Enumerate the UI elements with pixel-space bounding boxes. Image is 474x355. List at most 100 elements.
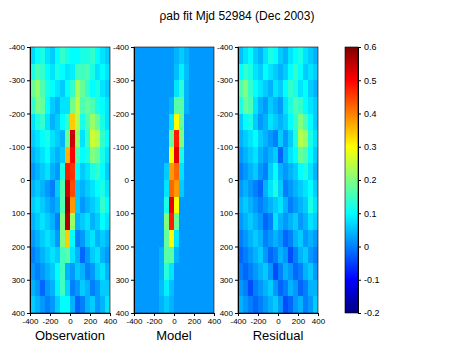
heatmap-cell	[288, 230, 293, 247]
heatmap-cell	[258, 47, 263, 64]
heatmap-cell	[293, 47, 298, 64]
heatmap-cell	[199, 97, 204, 114]
heatmap-cell	[298, 230, 303, 247]
heatmap-cell	[164, 80, 169, 97]
heatmap-cell	[105, 64, 110, 81]
heatmap-cell	[268, 247, 273, 264]
heatmap-cell	[80, 230, 85, 247]
tick-mark	[131, 213, 134, 214]
heatmap-cell	[248, 114, 253, 131]
heatmap-cell	[105, 263, 110, 280]
heatmap-cell	[288, 47, 293, 64]
heatmap-cell	[263, 47, 268, 64]
heatmap-cell	[75, 280, 80, 297]
heatmap-cell	[184, 163, 189, 180]
tick-label: 0.1	[364, 209, 377, 219]
heatmap-cell	[45, 64, 50, 81]
heatmap-cell	[288, 247, 293, 264]
heatmap-cell	[100, 147, 105, 164]
heatmap-cell	[75, 80, 80, 97]
tick: 0.2	[358, 175, 377, 185]
heatmap-cell	[105, 296, 110, 313]
heatmap-cell	[243, 213, 248, 230]
heatmap-cell	[278, 97, 283, 114]
heatmap-cell	[184, 296, 189, 313]
heatmap-cell	[253, 80, 258, 97]
heatmap-cell	[209, 80, 214, 97]
heatmap-cell	[50, 47, 55, 64]
heatmap-cell	[144, 47, 149, 64]
heatmap-cell	[50, 114, 55, 131]
heatmap-cell	[278, 180, 283, 197]
heatmap-cell	[154, 247, 159, 264]
heatmap-cell	[174, 163, 179, 180]
tick: 0	[229, 176, 238, 185]
heatmap-cell	[194, 64, 199, 81]
heatmap-cell	[313, 97, 318, 114]
tick-mark	[235, 147, 238, 148]
heatmap-cell	[70, 114, 75, 131]
tick-mark	[235, 213, 238, 214]
heatmap-cell	[40, 230, 45, 247]
heatmap-cell	[283, 47, 288, 64]
heatmap-cell	[293, 213, 298, 230]
heatmap-cell	[154, 180, 159, 197]
heatmap-cell	[199, 263, 204, 280]
heatmap-cell	[174, 47, 179, 64]
tick-mark	[27, 47, 30, 48]
tick-mark	[214, 313, 215, 316]
heatmap-cell	[278, 80, 283, 97]
heatmap-cell	[199, 280, 204, 297]
heatmap-cell	[293, 114, 298, 131]
heatmap-cell	[149, 64, 154, 81]
heatmap-cell	[184, 263, 189, 280]
tick-mark	[235, 180, 238, 181]
heatmap-cell	[258, 296, 263, 313]
heatmap-cell	[189, 197, 194, 214]
heatmap-cell	[308, 213, 313, 230]
tick-label: -0.2	[364, 308, 380, 318]
heatmap-cell	[100, 247, 105, 264]
heatmap-cell	[278, 163, 283, 180]
heatmap-cell	[278, 47, 283, 64]
heatmap-cell	[80, 247, 85, 264]
tick: -0.2	[358, 308, 380, 318]
tick-mark	[318, 313, 319, 316]
heatmap-cell	[80, 197, 85, 214]
heatmap-cell	[164, 230, 169, 247]
tick-label: -300	[217, 76, 234, 85]
heatmap-cell	[263, 197, 268, 214]
heatmap-cell	[159, 296, 164, 313]
heatmap-cell	[149, 80, 154, 97]
heatmap-cell	[45, 163, 50, 180]
tick-label: -400	[9, 43, 26, 52]
heatmap-cell	[268, 197, 273, 214]
tick-mark	[358, 313, 361, 314]
panel-label: Observation	[35, 328, 105, 343]
tick: 300	[116, 276, 134, 285]
heatmap-cell	[40, 213, 45, 230]
heatmap-cell	[90, 263, 95, 280]
heatmap-cell	[298, 247, 303, 264]
heatmap-cell	[189, 296, 194, 313]
heatmap-cell	[85, 280, 90, 297]
heatmap-cell	[80, 296, 85, 313]
heatmap-cell	[204, 114, 209, 131]
heatmap-cell	[209, 263, 214, 280]
heatmap-cell	[263, 280, 268, 297]
heatmap-cell	[303, 64, 308, 81]
heatmap-cell	[283, 197, 288, 214]
heatmap-cell	[60, 80, 65, 97]
heatmap-cell	[209, 163, 214, 180]
heatmap-cell	[45, 80, 50, 97]
tick-label: 0	[364, 242, 369, 252]
heatmap-cell	[80, 163, 85, 180]
heatmap-cell	[293, 197, 298, 214]
heatmap-cell	[65, 147, 70, 164]
heatmap-cell	[273, 296, 278, 313]
heatmap-cell	[204, 247, 209, 264]
heatmap-cell	[313, 280, 318, 297]
heatmap-cell	[199, 197, 204, 214]
heatmap-cell	[253, 47, 258, 64]
heatmap-cell	[105, 247, 110, 264]
